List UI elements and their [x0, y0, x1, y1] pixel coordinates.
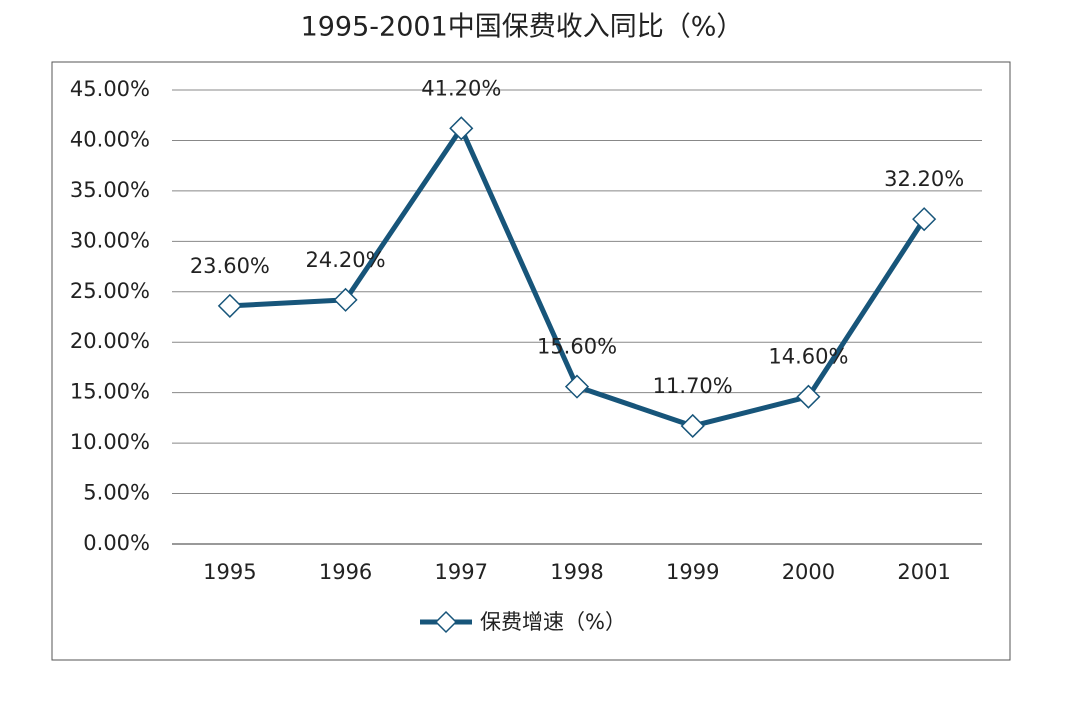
data-label: 11.70% — [653, 374, 733, 398]
y-tick-label: 0.00% — [83, 531, 150, 555]
data-label: 41.20% — [421, 76, 501, 100]
x-tick-label: 2000 — [782, 560, 835, 584]
chart-frame — [51, 61, 1011, 661]
y-tick-label: 25.00% — [70, 279, 150, 303]
y-tick-label: 10.00% — [70, 430, 150, 454]
y-tick-label: 30.00% — [70, 228, 150, 252]
x-tick-label: 1999 — [666, 560, 719, 584]
marker — [796, 384, 821, 409]
marker — [449, 116, 474, 141]
data-label: 32.20% — [884, 167, 964, 191]
y-tick-label: 45.00% — [70, 77, 150, 101]
x-tick-label: 2001 — [897, 560, 950, 584]
y-tick-label: 35.00% — [70, 178, 150, 202]
y-tick-label: 20.00% — [70, 329, 150, 353]
x-tick-label: 1996 — [319, 560, 372, 584]
x-tick-label: 1995 — [203, 560, 256, 584]
marker — [333, 287, 358, 312]
marker — [217, 293, 242, 318]
y-tick-label: 5.00% — [83, 481, 150, 505]
legend-label: 保费增速（%） — [480, 610, 626, 634]
data-label: 14.60% — [768, 345, 848, 369]
chart-title: 1995-2001中国保费收入同比（%） — [301, 12, 744, 43]
marker — [680, 413, 705, 439]
data-label: 15.60% — [537, 335, 617, 359]
y-tick-label: 15.00% — [70, 380, 150, 404]
data-label: 23.60% — [190, 254, 270, 278]
x-tick-label: 1998 — [550, 560, 603, 584]
data-label: 24.20% — [306, 248, 386, 272]
marker — [564, 374, 590, 399]
marker — [912, 207, 937, 232]
y-tick-label: 40.00% — [70, 127, 150, 151]
x-tick-label: 1997 — [435, 560, 488, 584]
legend-marker — [434, 610, 458, 634]
